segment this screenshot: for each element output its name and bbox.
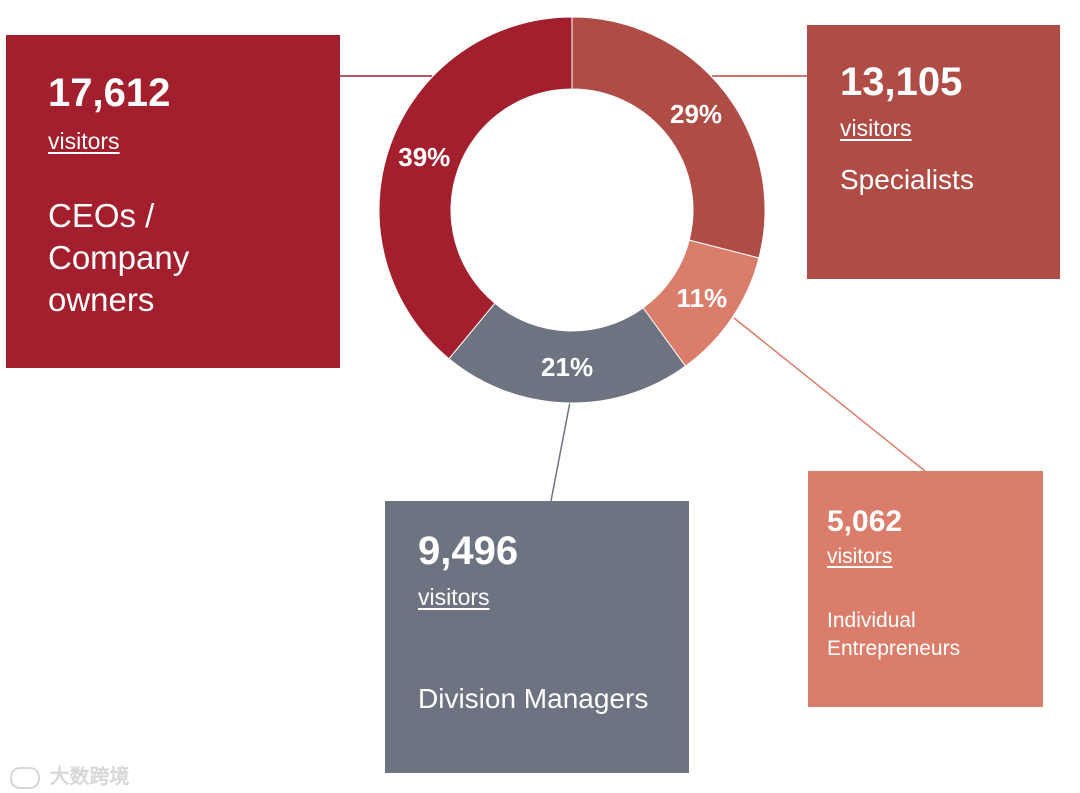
connector-division [550, 401, 571, 502]
callout-division-managers: 9,496 visitors Division Managers [385, 501, 689, 773]
division-visitor-count: 9,496 [418, 529, 519, 573]
callout-individual-entrepreneurs: 5,062 visitors Individual Entrepreneurs [808, 471, 1043, 707]
individual-visitors-link[interactable]: visitors [827, 545, 893, 568]
slice-label-0: 29% [670, 99, 722, 129]
specialists-category-label: Specialists [840, 164, 974, 195]
callout-ceo: 17,612 visitors CEOs / Company owners [6, 35, 340, 368]
individual-visitor-count: 5,062 [827, 505, 903, 538]
watermark: 大数跨境 [10, 760, 130, 789]
ceo-visitors-link[interactable]: visitors [48, 128, 120, 154]
specialists-visitor-count: 13,105 [840, 60, 963, 104]
division-visitors-link[interactable]: visitors [418, 584, 490, 610]
slice-specialists[interactable] [571, 16, 766, 259]
slice-label-1: 11% [677, 283, 728, 313]
slice-ceos-company-owners[interactable] [378, 16, 573, 360]
ceo-visitor-count: 17,612 [48, 71, 171, 115]
ceo-category-label: CEOs / Company owners [48, 197, 190, 318]
slice-label-2: 21% [541, 352, 593, 382]
specialists-visitors-link[interactable]: visitors [840, 115, 912, 141]
slice-label-3: 39% [398, 142, 450, 172]
watermark-text: 大数跨境 [49, 766, 130, 788]
connector-individual [733, 317, 926, 472]
watermark-logo-icon [10, 766, 40, 789]
callout-specialists: 13,105 visitors Specialists [807, 25, 1060, 279]
division-category-label: Division Managers [418, 683, 649, 714]
individual-category-label: Individual Entrepreneurs [827, 609, 961, 660]
